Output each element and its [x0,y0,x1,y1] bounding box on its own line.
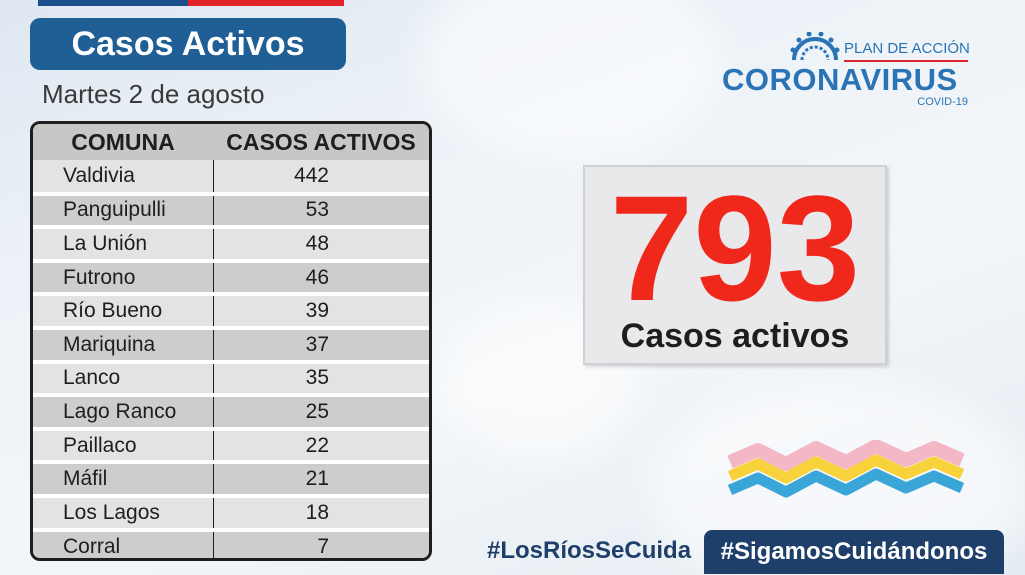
table-row: Valdivia 442 [33,160,429,196]
comuna-cell: Futrono [33,260,214,297]
hashtag-sigamos: #SigamosCuidándonos [704,530,1004,574]
comuna-cell: Lago Ranco [33,395,214,431]
comuna-cell: Paillaco [33,428,214,465]
rainbow-waves-icon [728,440,964,498]
comuna-cell: Valdivia [33,160,214,196]
casos-cell: 442 [213,160,429,196]
table-header-row: COMUNA CASOS ACTIVOS [33,124,429,160]
casos-cell: 18 [213,495,429,532]
casos-cell: 37 [213,327,429,364]
casos-cell: 25 [213,395,429,431]
comuna-cell: Panguipulli [33,193,214,230]
page-title: Casos Activos [30,18,346,70]
table-row: Mariquina 37 [33,327,429,364]
casos-cell: 21 [213,462,429,498]
total-cases-card: 793 Casos activos [583,165,887,365]
report-date: Martes 2 de agosto [42,79,265,109]
comuna-cell: Lanco [33,361,214,398]
casos-cell: 39 [213,294,429,330]
plan-coronavirus-logo: PLAN DE ACCIÓN CORONAVIRUS COVID-19 [722,32,972,112]
table-row: Paillaco 22 [33,428,429,465]
casos-cell: 48 [213,227,429,263]
comuna-cell: Mariquina [33,327,214,364]
table-row: Los Lagos 18 [33,495,429,532]
background-cloud [420,0,720,160]
table-row: La Unión 48 [33,227,429,263]
casos-cell: 35 [213,361,429,398]
total-cases-label: Casos activos [620,317,850,355]
casos-cell: 22 [213,428,429,465]
column-header-comuna: COMUNA [33,124,213,160]
cases-table: COMUNA CASOS ACTIVOS Valdivia 442 Panguip… [30,121,432,561]
casos-cell: 53 [213,193,429,230]
logo-divider [844,60,968,62]
column-header-casos: CASOS ACTIVOS [213,124,429,160]
table-row: Lago Ranco 25 [33,395,429,431]
comuna-cell: Corral [33,529,214,558]
comuna-cell: La Unión [33,227,214,263]
hashtag-los-rios: #LosRíosSeCuida [487,537,692,564]
table-row: Lanco 35 [33,361,429,398]
table-row: Panguipulli 53 [33,193,429,230]
top-flag-stripe [38,0,344,6]
casos-cell: 7 [213,529,429,558]
logo-covid-text: COVID-19 [917,96,968,108]
table-row: Río Bueno 39 [33,294,429,330]
casos-cell: 46 [213,260,429,297]
logo-plan-text: PLAN DE ACCIÓN [844,40,970,57]
logo-coronavirus-text: CORONAVIRUS [722,62,958,97]
total-cases-number: 793 [609,164,861,332]
comuna-cell: Máfil [33,462,214,498]
comuna-cell: Los Lagos [33,495,214,532]
virus-icon [790,32,840,60]
table-row: Máfil 21 [33,462,429,498]
table-row: Corral 7 [33,529,429,558]
comuna-cell: Río Bueno [33,294,214,330]
table-row: Futrono 46 [33,260,429,297]
